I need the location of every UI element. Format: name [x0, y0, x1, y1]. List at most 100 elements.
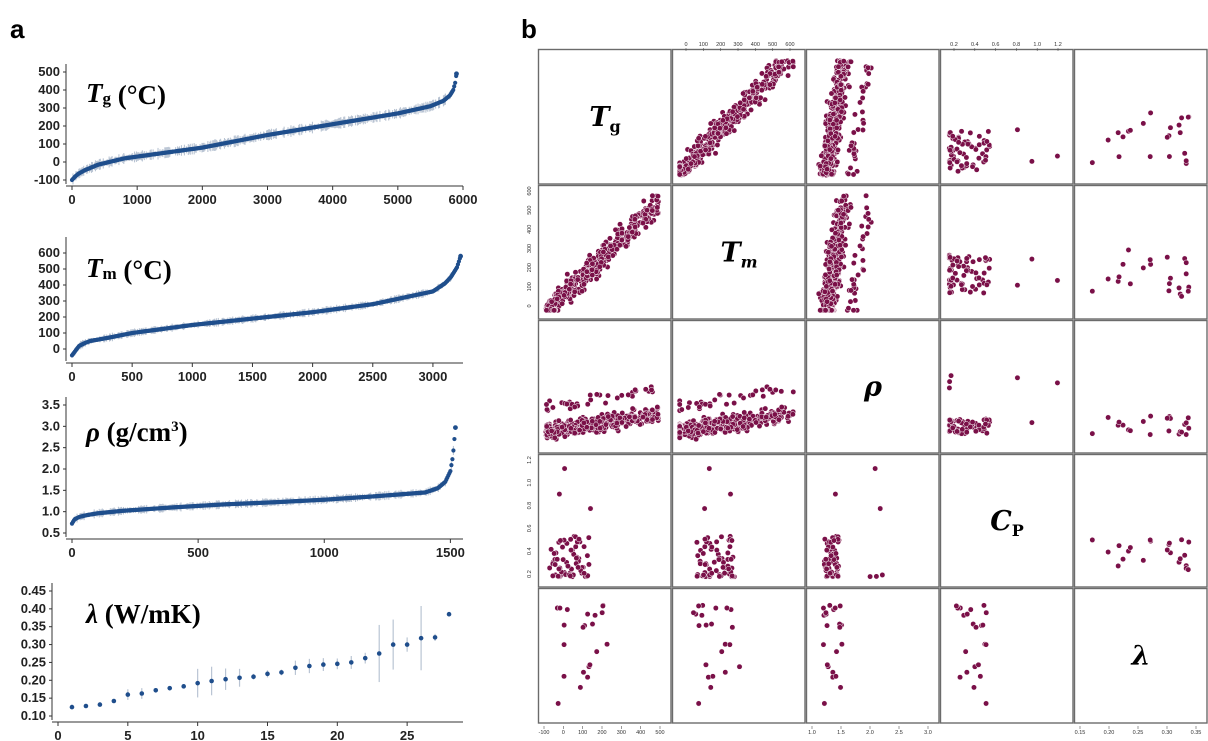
pair-point [1105, 276, 1112, 282]
data-point-max [453, 425, 458, 431]
pair-point [543, 423, 550, 430]
pair-point [852, 297, 859, 304]
pair-point [949, 275, 956, 281]
pair-point [960, 272, 967, 279]
pair-point [986, 265, 993, 272]
pair-point [832, 94, 839, 101]
y-tick-label: 2.5 [42, 440, 60, 455]
data-point [209, 678, 214, 684]
pair-point [648, 387, 655, 393]
pair-point [1147, 153, 1154, 160]
pair-point [583, 260, 590, 267]
matrix-cell-frame [939, 319, 1074, 454]
y-tick-label: 100 [38, 325, 60, 340]
pair-point [642, 386, 649, 393]
y-tick-label: 500 [38, 64, 60, 79]
pair-cell-Tm-vs-rho [815, 192, 875, 314]
pair-point [567, 281, 574, 288]
pair-point [785, 72, 792, 79]
pair-point [597, 425, 604, 432]
y-tick-label: 0.20 [21, 672, 46, 687]
sorted-plot-3: 0.5 1.0 1.5 2.0 2.5 3.0 3.5 0 500 1000 1500 ρ (g/cm… [42, 397, 465, 560]
pair-point [625, 233, 632, 240]
pair-point [956, 149, 963, 156]
pair-point [947, 165, 954, 171]
pair-point [860, 120, 867, 127]
data-point [376, 651, 382, 656]
pair-cell-Tg-vs-Cp [946, 126, 1061, 175]
pair-point [969, 163, 976, 170]
pair-point [632, 386, 639, 393]
pair-point [1127, 280, 1134, 287]
pair-point [559, 424, 566, 431]
pair-point [949, 262, 956, 269]
pair-point [707, 139, 714, 146]
y-tick-label: 600 [38, 245, 60, 260]
pair-point [759, 81, 766, 88]
matrix-cell-frame [537, 319, 672, 454]
data-point [195, 680, 200, 686]
pair-point [722, 124, 729, 131]
pair-point [741, 96, 748, 103]
pair-point [963, 255, 970, 262]
pair-point [605, 413, 612, 420]
pair-point [842, 242, 849, 249]
pair-point [695, 135, 702, 142]
pair-point [1028, 256, 1035, 263]
pair-point [740, 106, 747, 113]
x-tick-label: 2000 [188, 192, 217, 207]
pair-point [1183, 259, 1190, 266]
pair-point [600, 249, 607, 255]
pair-point [817, 163, 824, 170]
pair-point [837, 73, 844, 80]
pair-point [602, 400, 609, 406]
matrix-cell-frame [537, 184, 672, 320]
x-tick-label: 1500 [436, 545, 465, 560]
pair-point [970, 258, 977, 265]
pair-point [688, 160, 694, 167]
y-tick-label: 0.10 [21, 708, 46, 723]
pair-point [589, 260, 596, 267]
pair-point [865, 70, 872, 77]
pair-point [955, 139, 962, 146]
matrix-cell-frame [1073, 184, 1208, 320]
pair-point [963, 154, 970, 161]
pair-point [561, 433, 568, 440]
pair-point [776, 69, 782, 76]
data-point-max [454, 71, 459, 77]
pair-cell-Tg-vs-rho [815, 57, 875, 178]
pair-point [715, 130, 721, 137]
pair-point [754, 84, 761, 91]
pair-point [828, 243, 835, 250]
pair-point [763, 73, 770, 80]
pair-point [845, 305, 852, 312]
pair-point [719, 117, 726, 124]
pair-point [850, 260, 857, 267]
pair-point [835, 237, 842, 243]
x-tick-label: 500 [187, 545, 209, 560]
pair-point [589, 272, 596, 278]
pair-point [817, 307, 824, 314]
pair-point [825, 249, 832, 256]
data-point [404, 642, 410, 647]
pair-point [626, 413, 633, 420]
data-point [348, 660, 354, 665]
matrix-cell-frame [939, 587, 1074, 724]
pair-point [631, 414, 638, 421]
pair-point [554, 295, 561, 302]
y-tick-label: 0.45 [21, 583, 46, 598]
pair-point [753, 94, 760, 101]
pair-point [852, 252, 858, 259]
pair-point [723, 130, 730, 137]
pair-point [549, 404, 556, 411]
pair-point [840, 211, 847, 218]
data-point [139, 691, 145, 696]
pair-point [847, 164, 854, 171]
pair-point [563, 401, 570, 407]
pair-point [845, 63, 851, 70]
pair-point [593, 391, 600, 398]
pair-point [1178, 114, 1185, 121]
pair-point [840, 193, 847, 200]
pair-point [828, 90, 835, 97]
